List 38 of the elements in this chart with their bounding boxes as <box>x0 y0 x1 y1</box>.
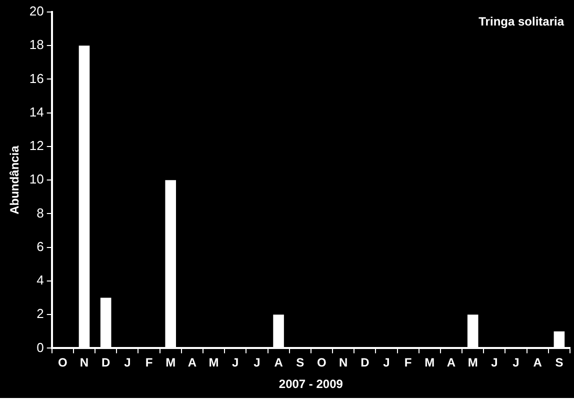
x-tick-label: S <box>555 356 564 370</box>
x-tick-label: A <box>274 356 284 370</box>
x-tick-label: F <box>404 356 412 370</box>
y-tick-label: 18 <box>29 37 44 52</box>
x-tick-label: N <box>80 356 89 370</box>
x-tick-label: J <box>383 356 390 370</box>
y-tick-label: 20 <box>29 4 44 19</box>
x-tick-label: J <box>512 356 520 370</box>
x-tick-label: D <box>360 356 370 370</box>
x-tick-label: M <box>208 356 219 370</box>
y-tick-label: 2 <box>36 306 44 322</box>
y-tick-label: 4 <box>36 272 44 288</box>
x-tick-label: D <box>101 356 110 370</box>
x-tick-label: J <box>124 356 131 370</box>
x-tick-label: M <box>468 356 478 370</box>
x-tick-label: N <box>338 356 348 370</box>
x-tick-label: J <box>254 356 260 370</box>
y-tick-label: 8 <box>36 205 44 220</box>
x-tick-label: O <box>58 356 68 370</box>
y-tick-label: 14 <box>29 104 44 120</box>
x-tick-label: A <box>446 356 456 370</box>
y-axis-title: Abundância <box>8 145 22 214</box>
y-tick-label: 10 <box>29 172 44 187</box>
x-tick-label: F <box>145 356 153 370</box>
x-tick-label: M <box>166 356 176 370</box>
x-axis-title: 2007 - 2009 <box>278 377 344 392</box>
chart-title: Tringa solitaria <box>478 14 564 28</box>
y-tick-label: 16 <box>29 70 44 86</box>
x-tick-label: A <box>188 356 197 370</box>
y-tick-label: 6 <box>36 238 44 254</box>
x-tick-label: J <box>491 356 498 370</box>
x-tick-label: M <box>424 356 435 370</box>
y-tick-label: 12 <box>29 138 44 154</box>
y-tick-label: 0 <box>36 340 44 355</box>
x-tick-label: S <box>296 356 304 370</box>
x-tick-label: O <box>317 356 326 370</box>
x-tick-label: A <box>533 356 542 370</box>
x-tick-label: J <box>232 356 239 370</box>
